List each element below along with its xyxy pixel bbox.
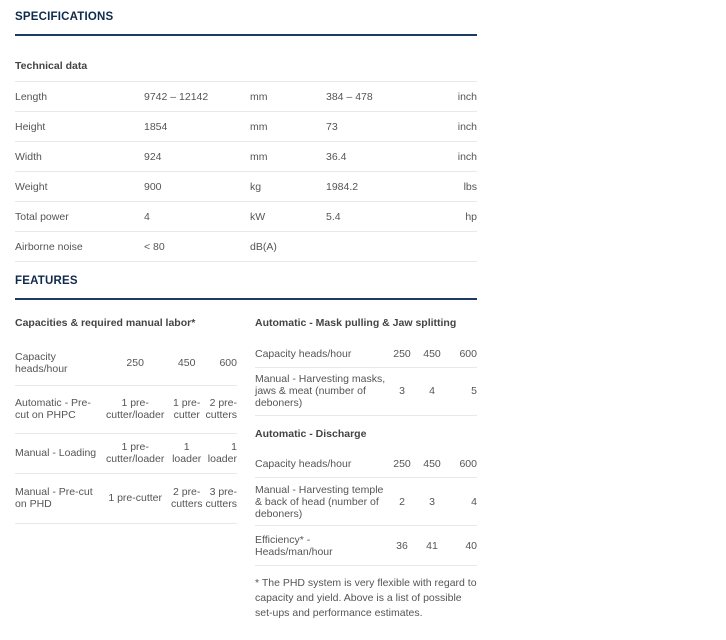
table-cell: Manual - Pre-cut on PHD: [15, 473, 103, 524]
table-row: Length 9742 – 12142 mm 384 – 478 inch: [15, 81, 477, 112]
table-cell: Capacity heads/hour: [255, 341, 387, 368]
technical-data-heading: Technical data: [15, 60, 88, 72]
table-cell: 1 pre-cutter/loader: [102, 433, 168, 474]
table-cell: Total power: [15, 210, 69, 223]
table-cell: 384 – 478: [326, 90, 373, 103]
table-cell: kg: [250, 180, 262, 193]
table-cell: Capacity heads/hour: [15, 341, 103, 386]
table-cell: < 80: [144, 240, 165, 253]
table-cell: lbs: [463, 180, 477, 193]
mask-table: Capacity heads/hour 250 450 600 Manual - Har…: [255, 341, 477, 416]
table-cell: 4: [447, 477, 477, 526]
table-row: Capacity heads/hour 250 450 600: [15, 341, 237, 386]
table-row: Height 1854 mm 73 inch: [15, 111, 477, 142]
table-cell: Height: [15, 120, 46, 133]
table-cell: dB(A): [250, 240, 277, 253]
table-cell: inch: [457, 120, 477, 133]
table-cell: Width: [15, 150, 42, 163]
table-cell: 250: [387, 341, 417, 368]
table-cell: mm: [250, 90, 268, 103]
table-cell: 1 pre-cutter: [167, 385, 206, 434]
table-cell: 600: [447, 341, 477, 368]
table-cell: 1 pre-cutter: [102, 473, 168, 524]
table-cell: inch: [457, 150, 477, 163]
table-cell: 1 pre-cutter/loader: [102, 385, 168, 434]
table-cell: 3: [417, 477, 447, 526]
table-cell: Automatic - Pre-cut on PHPC: [15, 385, 103, 434]
table-cell: Capacity heads/hour: [255, 451, 387, 478]
table-cell: [326, 232, 417, 262]
table-cell: 2 pre-cutters: [167, 473, 206, 524]
table-cell: 2 pre-cutters: [205, 385, 237, 434]
technical-data-table: Length 9742 – 12142 mm 384 – 478 inch Height 1…: [15, 81, 477, 262]
automatic-panel: Automatic - Mask pulling & Jaw splitting…: [255, 317, 477, 621]
table-row: Manual - Loading 1 pre-cutter/loader 1 loa…: [15, 433, 237, 474]
specifications-section: SPECIFICATIONS: [15, 11, 477, 23]
table-cell: 9742 – 12142: [144, 90, 209, 103]
table-row: Weight 900 kg 1984.2 lbs: [15, 171, 477, 202]
table-cell: 3: [387, 367, 417, 416]
table-cell: Manual - Harvesting temple & back of hea…: [255, 477, 387, 526]
table-cell: 1 loader: [205, 433, 237, 474]
table-cell: Manual - Loading: [15, 433, 103, 474]
table-row: Automatic - Pre-cut on PHPC 1 pre-cutter/…: [15, 385, 237, 434]
table-cell: 5: [447, 367, 477, 416]
mask-title: Automatic - Mask pulling & Jaw splitting: [255, 317, 457, 329]
table-cell: 900: [144, 180, 162, 193]
table-cell: mm: [250, 150, 268, 163]
capacities-title: Capacities & required manual labor*: [15, 317, 196, 329]
table-cell: 924: [144, 150, 162, 163]
table-row: Airborne noise < 80 dB(A): [15, 231, 477, 262]
table-row: Capacity heads/hour 250 450 600: [255, 341, 477, 368]
capacities-panel: Capacities & required manual labor* Capa…: [15, 317, 237, 524]
discharge-table: Capacity heads/hour 250 450 600 Manual - Har…: [255, 451, 477, 566]
table-cell: 5.4: [326, 210, 341, 223]
specifications-heading: SPECIFICATIONS: [15, 11, 114, 23]
capacities-table: Capacity heads/hour 250 450 600 Automatic - …: [15, 341, 237, 524]
discharge-title: Automatic - Discharge: [255, 427, 367, 440]
table-cell: Weight: [15, 180, 48, 193]
table-cell: 1 loader: [167, 433, 206, 474]
table-cell: 600: [447, 451, 477, 478]
table-cell: inch: [457, 90, 477, 103]
table-row: Total power 4 kW 5.4 hp: [15, 201, 477, 232]
divider: [15, 298, 477, 300]
table-cell: [417, 232, 477, 262]
table-cell: Efficiency* - Heads/man/hour: [255, 525, 387, 566]
table-cell: hp: [465, 210, 477, 223]
table-cell: kW: [250, 210, 266, 223]
table-row: Manual - Harvesting masks, jaws & meat (…: [255, 367, 477, 416]
table-row: Manual - Harvesting temple & back of hea…: [255, 477, 477, 526]
table-row: Width 924 mm 36.4 inch: [15, 141, 477, 172]
table-cell: mm: [250, 120, 268, 133]
table-cell: 73: [326, 120, 338, 133]
table-cell: 40: [447, 525, 477, 566]
table-cell: 250: [387, 451, 417, 478]
table-cell: 1854: [144, 120, 168, 133]
table-cell: 2: [387, 477, 417, 526]
table-cell: 4: [144, 210, 150, 223]
table-cell: 1984.2: [326, 180, 359, 193]
divider: [15, 34, 477, 36]
table-cell: 450: [167, 341, 206, 386]
table-cell: 600: [205, 341, 237, 386]
table-cell: 41: [417, 525, 447, 566]
table-row: Efficiency* - Heads/man/hour 36 41 40: [255, 525, 477, 566]
table-cell: 250: [102, 341, 168, 386]
footnote: * The PHD system is very flexible with r…: [255, 577, 477, 619]
table-row: Manual - Pre-cut on PHD 1 pre-cutter 2 pre…: [15, 473, 237, 524]
table-cell: 36.4: [326, 150, 347, 163]
table-cell: Airborne noise: [15, 240, 83, 253]
table-cell: 36: [387, 525, 417, 566]
table-cell: 450: [417, 341, 447, 368]
table-cell: Manual - Harvesting masks, jaws & meat (…: [255, 367, 387, 416]
table-cell: 4: [417, 367, 447, 416]
table-cell: Length: [15, 90, 48, 103]
table-cell: 450: [417, 451, 447, 478]
features-heading: FEATURES: [15, 275, 78, 287]
table-row: Capacity heads/hour 250 450 600: [255, 451, 477, 478]
table-cell: 3 pre-cutters: [205, 473, 237, 524]
